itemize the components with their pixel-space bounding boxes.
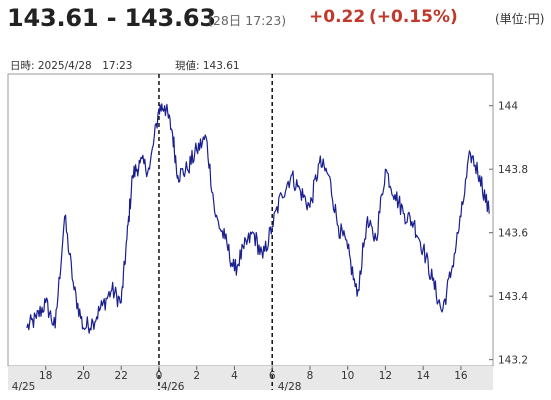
x-tick-label: 16	[454, 370, 468, 382]
date-label: 4/25	[12, 381, 36, 393]
plot-frame	[7, 73, 494, 367]
x-tick-label: 0	[156, 370, 163, 382]
x-tick-label: 14	[416, 370, 430, 382]
date-label: 4/26	[161, 381, 185, 393]
price-range: 143.61 - 143.63	[7, 4, 216, 32]
x-tick-label: 6	[269, 370, 276, 382]
info-current-price: 現値: 143.61	[175, 60, 240, 72]
y-tick-label: 144	[498, 101, 518, 113]
y-tick-label: 143.4	[498, 291, 528, 303]
info-datetime: 日時: 2025/4/28 17:23	[10, 60, 133, 72]
unit-label: (単位:円)	[495, 12, 545, 26]
y-tick-label: 143.6	[498, 228, 528, 240]
price-line	[26, 103, 490, 334]
x-tick-label: 20	[77, 370, 90, 382]
x-axis-band	[8, 366, 493, 390]
y-tick-label: 143.8	[498, 164, 528, 176]
y-tick-label: 143.2	[498, 355, 528, 367]
chart-info-row: 日時: 2025/4/28 17:23 現値: 143.61	[0, 58, 551, 74]
x-tick-label: 4	[231, 370, 238, 382]
x-tick-label: 10	[341, 370, 354, 382]
x-tick-label: 18	[39, 370, 52, 382]
change-percent: (+0.15%)	[369, 7, 458, 27]
x-tick-label: 22	[115, 370, 128, 382]
quote-time: (28日 17:23)	[208, 13, 287, 28]
x-tick-label: 8	[307, 370, 314, 382]
x-tick-label: 2	[193, 370, 200, 382]
change-absolute: +0.22	[309, 7, 366, 27]
quote-header: 143.61 - 143.63 (28日 17:23) +0.22 (+0.15…	[0, 0, 551, 36]
date-label: 4/28	[278, 381, 302, 393]
x-tick-label: 12	[379, 370, 392, 382]
